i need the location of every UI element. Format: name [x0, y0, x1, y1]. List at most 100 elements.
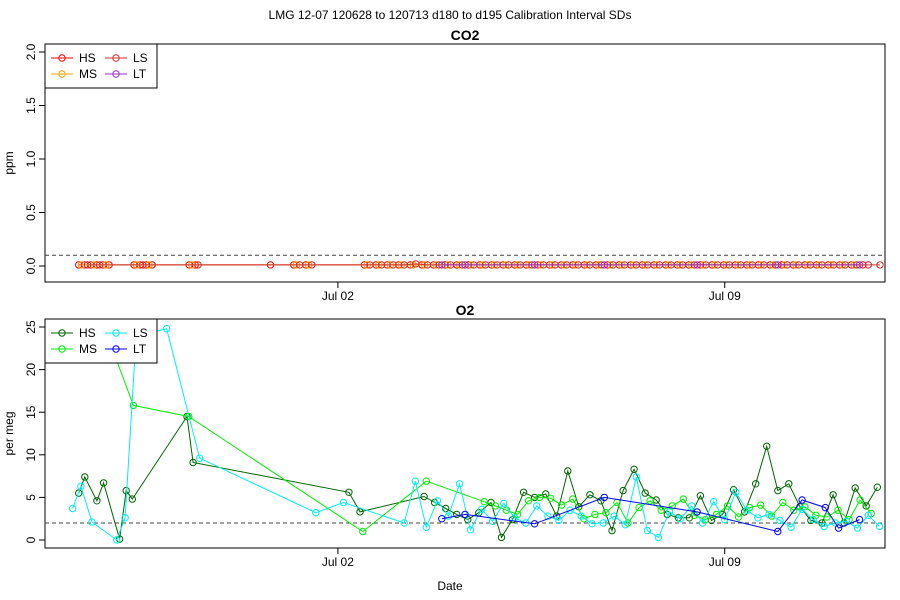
o2-point-ls: [654, 533, 663, 542]
o2-point-ms: [712, 510, 721, 519]
o2-point-hs: [99, 479, 108, 487]
o2-legend-marker: [112, 329, 120, 337]
co2-point-lt: [693, 261, 701, 269]
o2-point-hs: [740, 508, 749, 516]
co2-point-lt: [855, 261, 864, 269]
o2-point-ls: [698, 519, 707, 527]
co2-legend-marker: [112, 70, 120, 78]
o2-point-ls: [566, 506, 574, 514]
co2-point-lt: [600, 261, 608, 269]
o2-point-ls: [162, 325, 171, 333]
o2-point-ls: [787, 523, 795, 531]
o2-point-ms: [679, 495, 687, 503]
o2-point-ms: [602, 509, 610, 517]
o2-point-ls: [544, 512, 552, 520]
o2-point-ls: [875, 522, 884, 531]
o2-point-ls: [500, 499, 508, 508]
o2-point-ms: [480, 498, 488, 506]
o2-point-hs: [774, 486, 782, 495]
o2-y-tick-label: 5: [24, 494, 38, 501]
o2-series-line-lt: [441, 496, 860, 533]
o2-point-lt: [821, 503, 829, 512]
o2-point-hs: [530, 493, 539, 502]
o2-point-lt: [798, 496, 806, 504]
o2-point-ms: [834, 506, 842, 514]
co2-legend: HS MS LS LT: [44, 43, 158, 89]
o2-point-ls: [466, 526, 475, 534]
o2-legend-marker: [112, 345, 120, 353]
o2-point-hs: [93, 497, 101, 505]
o2-point-ls: [643, 526, 652, 535]
o2-point-ms: [491, 502, 500, 510]
o2-panel-title: O2: [456, 302, 475, 318]
o2-series-line-ms: [105, 331, 872, 533]
o2-point-hs: [851, 484, 859, 492]
o2-point-ls: [477, 505, 486, 513]
co2-legend-label: LT: [133, 67, 147, 81]
o2-point-ls: [820, 522, 828, 531]
co2-x-tick-label: Jul 09: [709, 289, 741, 303]
o2-point-ls: [687, 502, 696, 510]
o2-y-tick-label: 15: [24, 405, 38, 419]
o2-point-ls: [455, 480, 464, 488]
o2-point-hs: [696, 492, 705, 500]
co2-point-ls: [366, 261, 374, 269]
co2-point-ls: [83, 261, 92, 269]
o2-x-tick-label: Jul 02: [322, 555, 354, 569]
o2-point-ls: [621, 521, 629, 529]
o2-point-lt: [530, 520, 539, 528]
co2-legend-label: MS: [79, 67, 97, 81]
co2-y-tick-label: 2.0: [24, 43, 38, 60]
o2-legend-box: [44, 318, 158, 364]
co2-legend-box: [44, 43, 158, 89]
co2-x-tick-label: Jul 02: [322, 289, 354, 303]
co2-point-ls: [400, 261, 408, 269]
o2-point-ms: [535, 493, 544, 502]
o2-y-tick-label: 0: [24, 536, 38, 543]
o2-point-hs: [586, 491, 594, 499]
o2-point-ms: [129, 401, 138, 410]
o2-point-hs: [497, 533, 506, 542]
co2-legend-marker: [58, 70, 66, 78]
o2-point-hs: [345, 488, 353, 496]
co2-panel: CO2 ppm 0.0 0.5 1.0 1.5 2.0 Jul 02 Jul 09 HS MS L…: [2, 27, 886, 303]
co2-point-lt: [530, 261, 539, 269]
o2-legend-label: HS: [79, 326, 96, 340]
o2-point-hs: [128, 495, 137, 503]
o2-point-hs: [519, 488, 528, 496]
o2-point-hs: [75, 489, 83, 497]
o2-point-ms: [591, 510, 599, 519]
o2-point-ms: [558, 501, 566, 509]
o2-point-ls: [77, 482, 85, 490]
o2-point-ls: [676, 515, 685, 523]
o2-point-ls: [312, 509, 320, 517]
co2-point-ls: [389, 261, 397, 269]
o2-point-hs: [619, 486, 627, 495]
co2-point-ls: [96, 261, 104, 269]
o2-point-ls: [196, 454, 204, 462]
o2-point-hs: [81, 473, 89, 481]
o2-point-ms: [422, 477, 430, 485]
o2-point-ms: [547, 494, 555, 502]
o2-series-group: [68, 325, 884, 544]
o2-point-ls: [113, 536, 121, 544]
o2-point-hs: [752, 480, 760, 488]
o2-point-ms: [359, 527, 367, 536]
o2-point-ls: [577, 512, 585, 520]
o2-legend-marker: [58, 329, 66, 337]
o2-point-ls: [422, 523, 430, 531]
o2-x-tick-label: Jul 09: [709, 555, 741, 569]
o2-point-lt: [834, 524, 843, 532]
o2-point-hs: [785, 480, 793, 488]
o2-point-hs: [508, 515, 517, 524]
co2-point-lt: [438, 261, 446, 269]
o2-point-hs: [564, 467, 572, 475]
o2-point-ls: [121, 514, 129, 522]
o2-point-ms: [790, 506, 798, 514]
o2-legend: HS MS LS LT: [44, 318, 158, 364]
o2-point-ms: [646, 497, 654, 505]
o2-plot-frame: [44, 318, 886, 549]
o2-legend-label: MS: [79, 342, 97, 356]
o2-point-ls: [444, 512, 453, 520]
o2-y-tick-label: 25: [24, 320, 38, 334]
